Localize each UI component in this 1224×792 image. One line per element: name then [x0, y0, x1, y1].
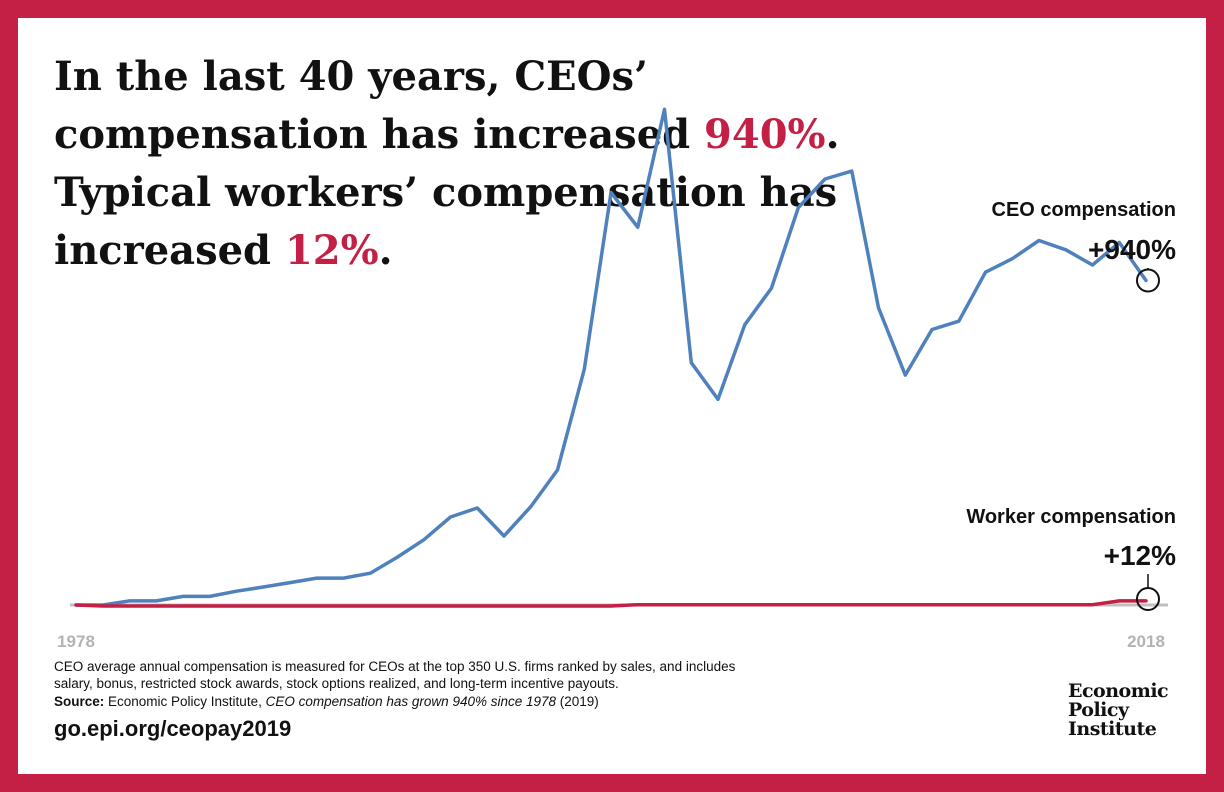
- ceo-endpoint-marker: [1136, 268, 1160, 293]
- logo-line-3: Institute: [1068, 718, 1157, 740]
- logo-line-1: Economic: [1068, 680, 1169, 702]
- source-title: CEO compensation has grown 940% since 19…: [265, 694, 557, 709]
- headline-text-1: In the last 40 years, CEOs’ compensation…: [54, 53, 705, 158]
- x-tick-label: 1978: [57, 632, 95, 651]
- headline-text-2: . Typical workers’ compensation has incr…: [54, 111, 840, 274]
- headline-worker-percent: 12%: [284, 227, 379, 274]
- worker-compensation-line: [74, 599, 1148, 608]
- logo-line-2: Policy: [1068, 699, 1129, 721]
- worker-series-label: Worker compensation: [966, 506, 1176, 528]
- ceo-end-value-label: +940%: [1088, 234, 1176, 265]
- headline-text-3: .: [378, 227, 393, 274]
- ceo-compensation-line: [74, 107, 1148, 607]
- x-tick-label: 2018: [1127, 632, 1165, 651]
- headline-ceo-percent: 940%: [704, 111, 826, 158]
- line-chart: 1978 2018 CEO compensation +940% Worker comp…: [57, 107, 1176, 651]
- headline: In the last 40 years, CEOs’ compensation…: [54, 48, 954, 280]
- source-line: Source: Economic Policy Institute, CEO c…: [54, 693, 599, 710]
- source-url[interactable]: go.epi.org/ceopay2019: [54, 716, 292, 741]
- source-publisher: Economic Policy Institute,: [104, 694, 266, 709]
- source-year: (2019): [556, 694, 599, 709]
- ceo-series-label: CEO compensation: [992, 199, 1176, 221]
- source-label: Source:: [54, 694, 105, 709]
- worker-end-value-label: +12%: [1104, 540, 1176, 571]
- worker-endpoint-marker: [1136, 587, 1160, 611]
- epi-logo: Economic Policy Institute: [1068, 680, 1169, 740]
- methodology-note: CEO average annual compensation is measu…: [54, 659, 736, 691]
- card: In the last 40 years, CEOs’ compensation…: [18, 18, 1206, 774]
